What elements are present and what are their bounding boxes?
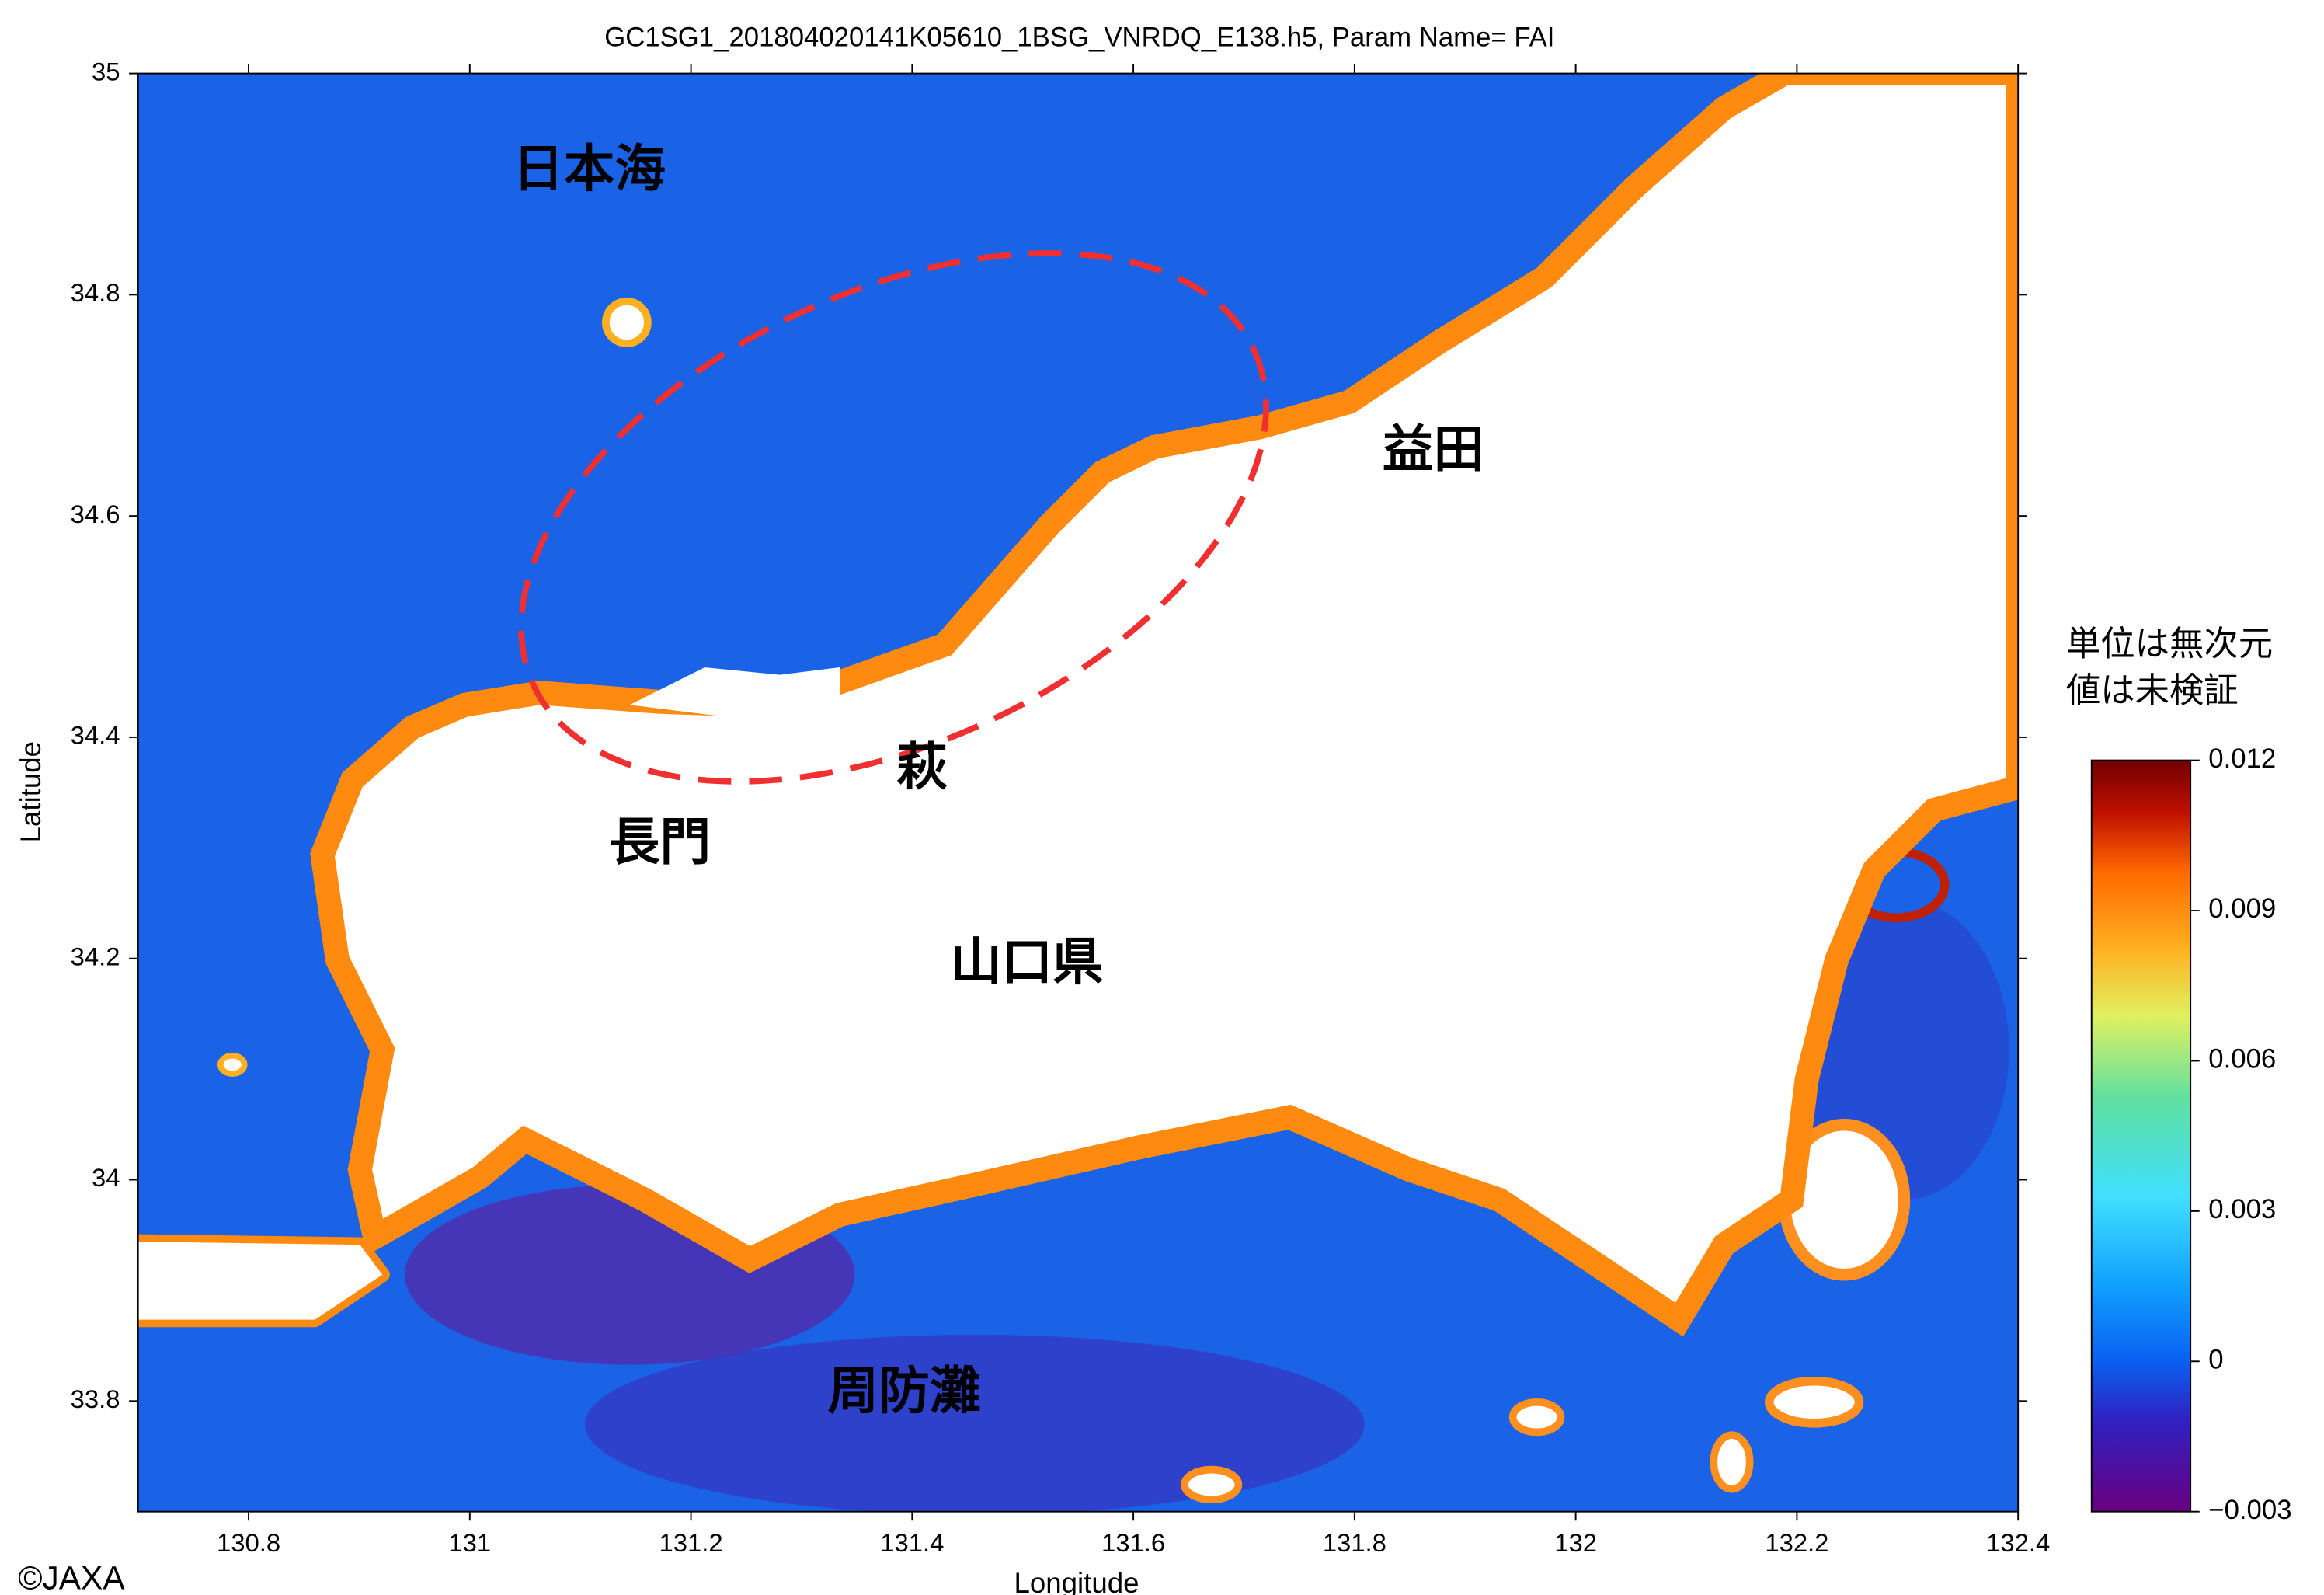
y-tick-label: 34.2	[71, 942, 120, 970]
place-label: 日本海	[513, 140, 666, 197]
place-label: 山口県	[951, 933, 1104, 990]
x-tick-label: 131.2	[659, 1528, 723, 1557]
plot-frame	[137, 72, 2020, 1513]
colorbar-title: 値は未検証	[2066, 671, 2239, 709]
map-image	[137, 73, 2019, 1512]
x-tick-label: 132.4	[1986, 1528, 2050, 1557]
colorbar-tick-label: 0	[2208, 1345, 2223, 1374]
x-tick-label: 130.8	[217, 1528, 280, 1557]
y-tick-label: 35	[92, 57, 120, 85]
highlight-ellipse	[518, 250, 1269, 785]
colorbar-tick-label: 0.012	[2208, 744, 2276, 774]
y-tick-label: 33.8	[71, 1384, 120, 1413]
colorbar-tick-label: 0.006	[2208, 1045, 2276, 1074]
y-tick-label: 34.6	[71, 500, 120, 528]
x-axis-label: Longitude	[1014, 1567, 1139, 1595]
colorbar-title: 単位は無次元	[2066, 625, 2273, 663]
x-tick-label: 131.6	[1101, 1528, 1165, 1557]
y-tick-label: 34	[92, 1163, 120, 1192]
x-tick-label: 131	[448, 1528, 491, 1557]
copyright: ©JAXA	[18, 1560, 125, 1595]
y-tick-label: 34.4	[71, 721, 120, 750]
colorbar	[2090, 759, 2192, 1513]
x-tick-label: 131.4	[880, 1528, 944, 1557]
x-tick-label: 132	[1554, 1528, 1597, 1557]
colorbar-tick-label: 0.003	[2208, 1195, 2276, 1224]
y-axis-label: Latitude	[15, 741, 47, 842]
chart-title: GC1SG1_201804020141K05610_1BSG_VNRDQ_E13…	[604, 23, 1554, 52]
place-label: 周防灘	[828, 1362, 981, 1419]
colorbar-tick-label: −0.003	[2208, 1496, 2291, 1525]
x-tick-label: 132.2	[1765, 1528, 1828, 1557]
colorbar-tick-label: 0.009	[2208, 894, 2276, 924]
place-label: 長門	[609, 813, 711, 870]
place-label: 萩	[896, 738, 948, 795]
place-label: 益田	[1383, 420, 1484, 477]
x-tick-label: 131.8	[1323, 1528, 1386, 1557]
y-tick-label: 34.8	[71, 278, 120, 307]
